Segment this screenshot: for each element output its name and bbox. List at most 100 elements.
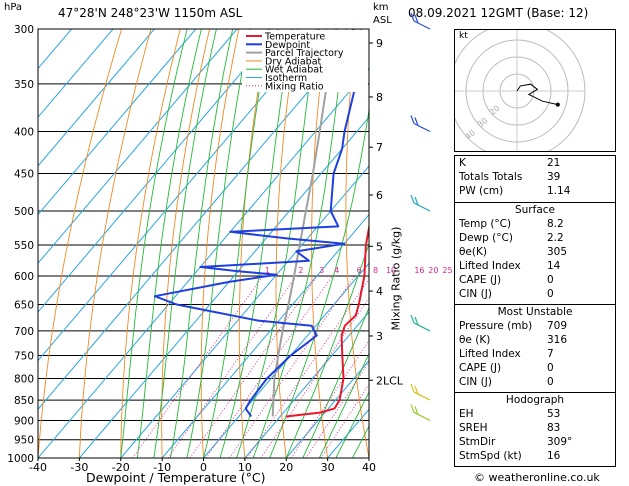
dry-adiabat-line (200, 29, 240, 458)
mixing-ratio-label: 20 (428, 266, 438, 275)
index-value: 39 (547, 171, 561, 183)
most-unstable-title: Most Unstable (497, 306, 573, 318)
dry-adiabat-line (620, 29, 629, 458)
mu-label: Lifted Index (459, 348, 521, 360)
wind-barb (414, 316, 419, 326)
index-label: PW (cm) (459, 185, 504, 197)
dry-adiabat-line (120, 29, 181, 458)
wet-adiabat-line (318, 352, 369, 458)
x-tick-label: 40 (362, 461, 376, 474)
x-tick-label: 10 (238, 461, 252, 474)
wind-barb (410, 404, 415, 413)
isotherm-line (38, 67, 369, 458)
mixing-ratio-line (229, 275, 355, 458)
isotherm-line (38, 29, 279, 313)
hodograph-unit: kt (459, 31, 468, 41)
legend-label: Parcel Trajectory (265, 48, 344, 59)
hodo-value: 16 (547, 450, 561, 462)
wet-adiabat-line (252, 29, 347, 458)
surface-table: Surface Temp (°C) 8.2 Dewp (°C) 2.2 θe(K) 3… (454, 202, 616, 305)
mu-label: CAPE (J) (459, 362, 502, 374)
surface-label: CIN (J) (459, 288, 492, 300)
wet-adiabat-line (153, 29, 217, 458)
datetime-title: 08.09.2021 12GMT (Base: 12) (408, 6, 589, 20)
mu-label: Pressure (mb) (459, 320, 533, 332)
km-tick-label: 2LCL (376, 374, 404, 387)
surface-value: 8.2 (547, 218, 564, 230)
location-title: 47°28'N 248°23'W 1150m ASL (58, 6, 243, 20)
mixing-ratio-line (260, 297, 369, 458)
wind-barb (410, 115, 415, 124)
wet-adiabat-line (269, 106, 369, 458)
pressure-tick-label: 850 (14, 395, 34, 407)
hodo-label: StmDir (459, 436, 496, 448)
surface-label: CAPE (J) (459, 274, 502, 286)
isotherm-line (203, 262, 369, 458)
hodograph-ring-label: 30 (476, 116, 490, 129)
surface-value: 0 (547, 288, 554, 300)
mixing-ratio-label: 2 (298, 266, 303, 275)
surface-label: Lifted Index (459, 260, 521, 272)
km-tick-label: 6 (376, 189, 383, 202)
parcel-trajectory-line (271, 29, 338, 417)
x-tick-label: 20 (279, 461, 293, 474)
pressure-tick-label: 950 (14, 435, 34, 447)
wind-barb (414, 385, 419, 395)
hodograph-trace (516, 83, 558, 106)
asl-unit-label: ASL (373, 15, 392, 26)
dry-adiabat-line (38, 29, 123, 458)
mixing-ratio-axis-label: Mixing Ratio (g/kg) (389, 226, 403, 331)
wet-adiabat-line (120, 29, 188, 458)
isotherm-line (38, 29, 72, 70)
mixing-ratio-label: 16 (414, 266, 424, 275)
wind-barb (413, 391, 431, 401)
temperature-line (285, 222, 369, 418)
pressure-tick-label: 350 (14, 79, 34, 91)
dry-adiabat-line (345, 29, 369, 458)
km-unit-label: km (373, 2, 389, 13)
wind-barb (410, 383, 415, 393)
surface-label: θe(K) (459, 246, 487, 258)
pressure-tick-label: 400 (14, 127, 34, 139)
hodo-label: EH (459, 408, 474, 420)
index-value: 21 (547, 157, 561, 169)
isotherm-line (120, 165, 369, 458)
wet-adiabat-line (203, 29, 271, 458)
isotherm-line (38, 29, 114, 119)
hodo-label: StmSpd (kt) (459, 450, 522, 462)
x-tick-label: -30 (70, 461, 88, 474)
hodo-value: 53 (547, 408, 561, 420)
mixing-ratio-line (320, 383, 369, 458)
pressure-tick-label: 500 (14, 206, 34, 218)
x-tick-label: 30 (321, 461, 335, 474)
wet-adiabat-line (186, 29, 251, 458)
pressure-tick-label: 700 (14, 326, 34, 338)
wet-adiabat-line (219, 29, 293, 458)
dry-adiabat-line (78, 29, 152, 458)
x-tick-label: 0 (200, 461, 207, 474)
hodograph-ring-label: 20 (488, 104, 502, 117)
km-tick-label: 7 (376, 141, 383, 154)
mixing-ratio-label: 10 (386, 266, 396, 275)
isotherm-line (244, 311, 369, 458)
copyright-footer[interactable]: © weatheronline.co.uk (474, 471, 600, 484)
surface-value: 0 (547, 274, 554, 286)
hodograph-ring-label: 40 (464, 128, 478, 141)
hodo-value: 309° (547, 436, 573, 448)
wind-barb (413, 122, 431, 133)
hodo-value: 83 (547, 422, 561, 434)
legend-label: Mixing Ratio (265, 81, 324, 92)
hodo-label: SREH (459, 422, 488, 434)
wind-barb (410, 314, 415, 324)
index-label: K (459, 157, 466, 169)
wind-barb (413, 411, 431, 421)
mu-label: CIN (J) (459, 376, 492, 388)
isotherm-line (285, 359, 369, 458)
wind-barb (414, 406, 419, 415)
isotherm-line (38, 29, 321, 362)
pressure-tick-label: 450 (14, 168, 34, 180)
km-tick-label: 8 (376, 91, 383, 104)
isotherm-line (38, 29, 197, 216)
hodograph-table: Hodograph EH 53 SREH 83 StmDir 309° StmSpd … (454, 392, 616, 467)
